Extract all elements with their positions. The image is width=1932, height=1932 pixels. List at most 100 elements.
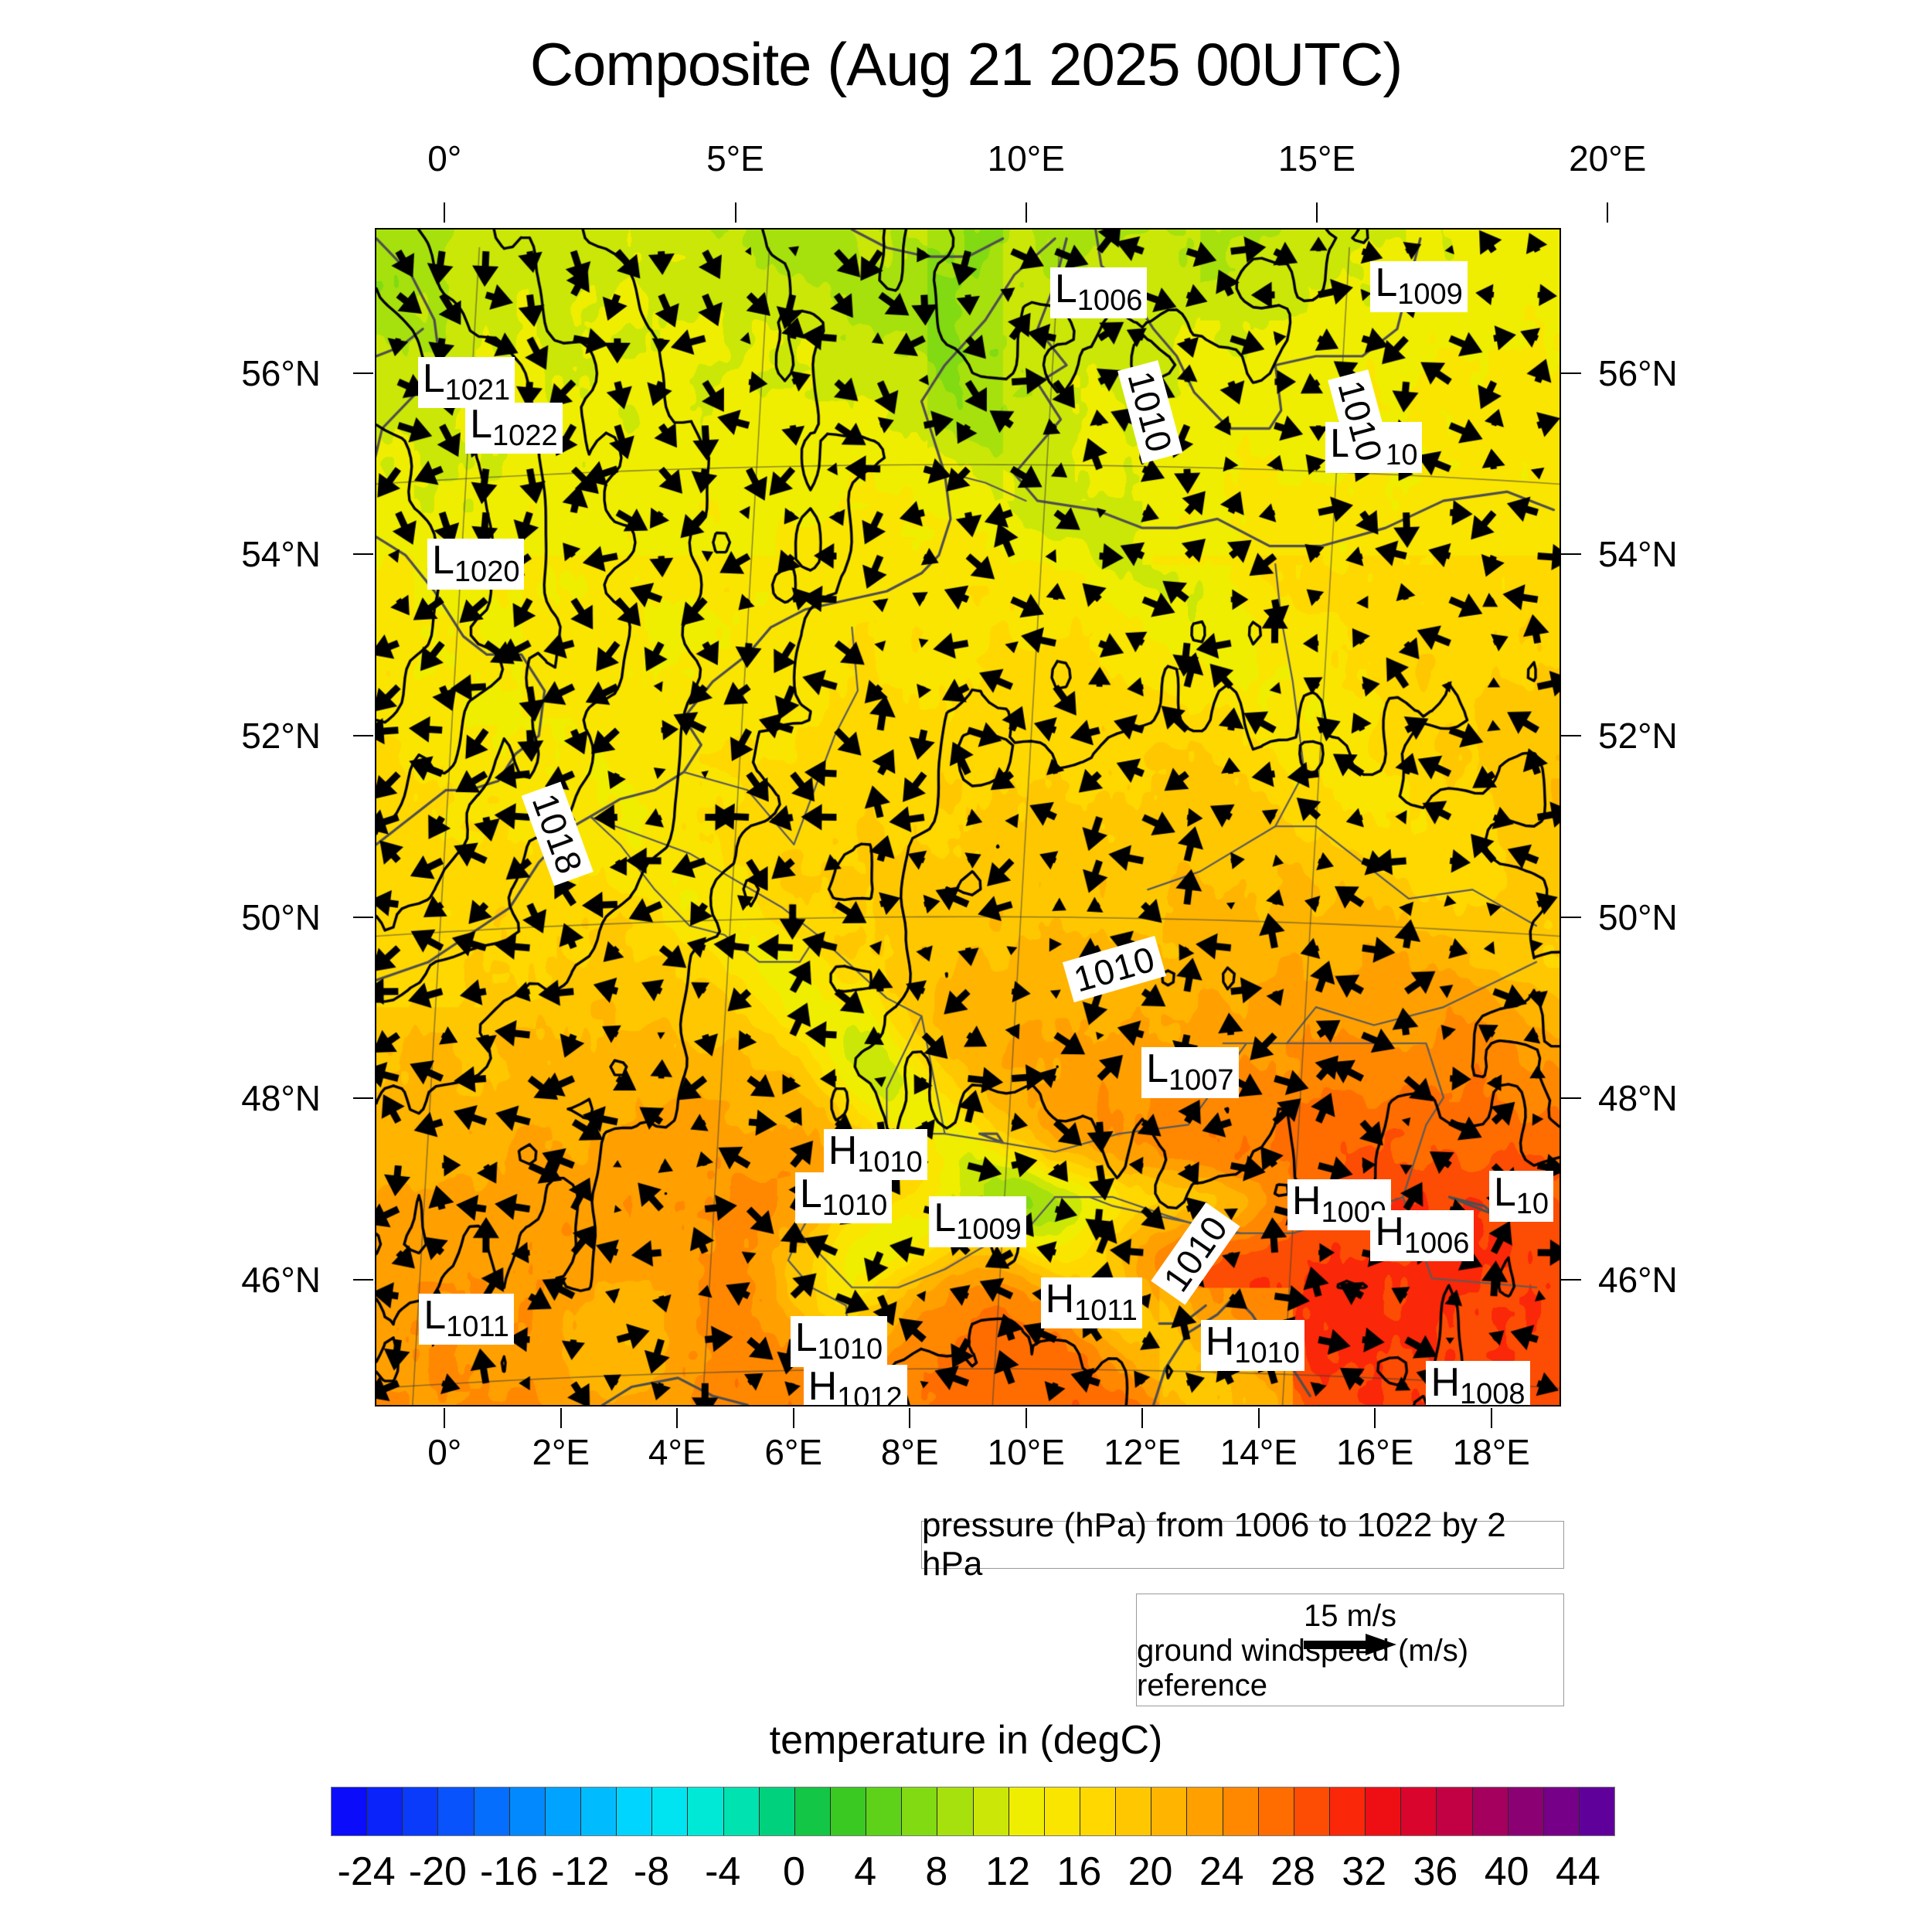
pressure-marker-type: H xyxy=(1375,1209,1404,1254)
axis-label-left: 46°N xyxy=(241,1259,321,1300)
pressure-marker-type: H xyxy=(1430,1360,1461,1405)
axis-label-right: 46°N xyxy=(1598,1259,1678,1300)
colorbar-cell xyxy=(332,1787,368,1835)
axis-label-bottom: 16°E xyxy=(1336,1432,1414,1472)
weather-map[interactable]: L1021L1022L1006L1009L1010L1020L1007H1010… xyxy=(375,228,1561,1406)
pressure-marker-value: 1010 xyxy=(821,1189,888,1222)
axis-label-left: 48°N xyxy=(241,1078,321,1119)
pressure-marker-value: 1006 xyxy=(1077,284,1143,317)
axis-tick-left xyxy=(353,916,373,918)
pressure-marker-l: L1011 xyxy=(419,1294,514,1345)
colorbar-cell xyxy=(1009,1787,1045,1835)
axis-label-right: 50°N xyxy=(1598,896,1678,937)
colorbar-tick-label: -16 xyxy=(479,1849,539,1894)
wind-legend: 15 m/s ground windspeed (m/s) reference xyxy=(1136,1594,1564,1706)
axis-tick-top xyxy=(1025,202,1027,223)
pressure-marker-type: H xyxy=(808,1363,838,1406)
colorbar-cell xyxy=(367,1787,403,1835)
axis-label-right: 48°N xyxy=(1598,1078,1678,1119)
colorbar-cell xyxy=(617,1787,653,1835)
colorbar-cell xyxy=(1401,1787,1437,1835)
pressure-marker-l: L1022 xyxy=(465,403,563,454)
pressure-marker-value: 1011 xyxy=(446,1311,509,1344)
pressure-marker-l: L1010 xyxy=(790,1315,888,1368)
pressure-marker-value: 1011 xyxy=(1074,1294,1138,1327)
pressure-marker-h: H1006 xyxy=(1370,1209,1475,1261)
axis-tick-right xyxy=(1561,1278,1581,1281)
axis-label-bottom: 8°E xyxy=(880,1432,939,1472)
pressure-marker-l: L1010 xyxy=(794,1172,893,1223)
axis-tick-left xyxy=(353,1097,373,1100)
colorbar-cell xyxy=(902,1787,938,1835)
colorbar-cell xyxy=(937,1787,974,1835)
pressure-marker-value: 1007 xyxy=(1168,1064,1234,1097)
colorbar-tick-label: -4 xyxy=(705,1849,741,1894)
pressure-marker-h: H1010 xyxy=(823,1128,927,1180)
axis-label-left: 54°N xyxy=(241,534,321,575)
pressure-marker-l: L1007 xyxy=(1141,1046,1239,1099)
colorbar-tick-label: 20 xyxy=(1128,1849,1173,1894)
axis-label-top: 5°E xyxy=(706,138,764,179)
colorbar-cell xyxy=(1151,1787,1188,1835)
colorbar-cell xyxy=(1366,1787,1402,1835)
colorbar-cell xyxy=(509,1787,546,1835)
colorbar-tick-label: 44 xyxy=(1555,1849,1600,1894)
pressure-legend-text: pressure (hPa) from 1006 to 1022 by 2 hP… xyxy=(922,1506,1506,1583)
axis-tick-left xyxy=(353,553,373,556)
colorbar-cell xyxy=(688,1787,724,1835)
pressure-marker-value: 1022 xyxy=(492,420,558,453)
pressure-marker-l: L10 xyxy=(1488,1171,1554,1223)
axis-label-top: 0° xyxy=(427,138,462,179)
pressure-marker-l: L1006 xyxy=(1049,267,1148,318)
pressure-marker-value: 1008 xyxy=(1460,1378,1526,1406)
axis-label-bottom: 14°E xyxy=(1219,1432,1298,1472)
colorbar-cell xyxy=(830,1787,867,1835)
pressure-legend: pressure (hPa) from 1006 to 1022 by 2 hP… xyxy=(921,1506,1564,1583)
axis-label-top: 20°E xyxy=(1569,138,1647,179)
colorbar-cell xyxy=(1329,1787,1366,1835)
colorbar-cell xyxy=(1579,1787,1615,1835)
pressure-marker-type: L xyxy=(1146,1046,1168,1092)
colorbar-tick-label: 36 xyxy=(1413,1849,1458,1894)
axis-tick-bottom xyxy=(792,1408,794,1428)
colorbar-tick-label: 24 xyxy=(1199,1849,1244,1894)
pressure-marker-h: H1008 xyxy=(1426,1360,1530,1406)
pressure-marker-type: L xyxy=(799,1172,822,1216)
pressure-marker-h: H1011 xyxy=(1040,1277,1142,1328)
pressure-marker-value: 1009 xyxy=(1397,278,1463,311)
colorbar-cell xyxy=(973,1787,1009,1835)
colorbar-cell xyxy=(438,1787,474,1835)
pressure-marker-h: H1010 xyxy=(1200,1318,1304,1371)
axis-tick-right xyxy=(1561,372,1581,374)
colorbar-cell xyxy=(474,1787,510,1835)
axis-tick-bottom xyxy=(1025,1408,1027,1428)
pressure-marker-type: L xyxy=(794,1315,818,1361)
colorbar-tick-label: 16 xyxy=(1056,1849,1102,1894)
colorbar-cell xyxy=(723,1787,760,1835)
axis-tick-top xyxy=(444,202,446,223)
wind-legend-caption: ground windspeed (m/s) reference xyxy=(1137,1634,1469,1702)
colorbar-cell xyxy=(1258,1787,1294,1835)
pressure-marker-type: H xyxy=(828,1128,858,1173)
pressure-marker-value: 1010 xyxy=(1234,1336,1300,1369)
axis-tick-bottom xyxy=(560,1408,562,1428)
axis-label-left: 56°N xyxy=(241,352,321,393)
pressure-marker-type: H xyxy=(1205,1318,1235,1364)
axis-tick-bottom xyxy=(1490,1408,1492,1428)
pressure-marker-value: 1012 xyxy=(837,1381,903,1406)
colorbar-cell xyxy=(1044,1787,1080,1835)
temperature-colorbar xyxy=(331,1787,1615,1836)
colorbar-title: temperature in (degC) xyxy=(769,1718,1163,1763)
pressure-marker-l: L1009 xyxy=(929,1196,1026,1247)
axis-label-right: 56°N xyxy=(1598,352,1678,393)
axis-tick-bottom xyxy=(444,1408,446,1428)
colorbar-tick-label: 8 xyxy=(925,1849,948,1894)
axis-label-top: 10°E xyxy=(987,138,1065,179)
axis-tick-bottom xyxy=(909,1408,911,1428)
colorbar-cell xyxy=(652,1787,689,1835)
axis-label-bottom: 10°E xyxy=(987,1432,1065,1472)
axis-label-bottom: 18°E xyxy=(1452,1432,1530,1472)
colorbar-cell xyxy=(1543,1787,1580,1835)
colorbar-tick-labels: -24 -20 -16 -12 -8 -4 0 4 8 12 16 20 24 28 32 36 40 44 xyxy=(331,1849,1614,1895)
pressure-marker-value: 1009 xyxy=(956,1213,1022,1246)
